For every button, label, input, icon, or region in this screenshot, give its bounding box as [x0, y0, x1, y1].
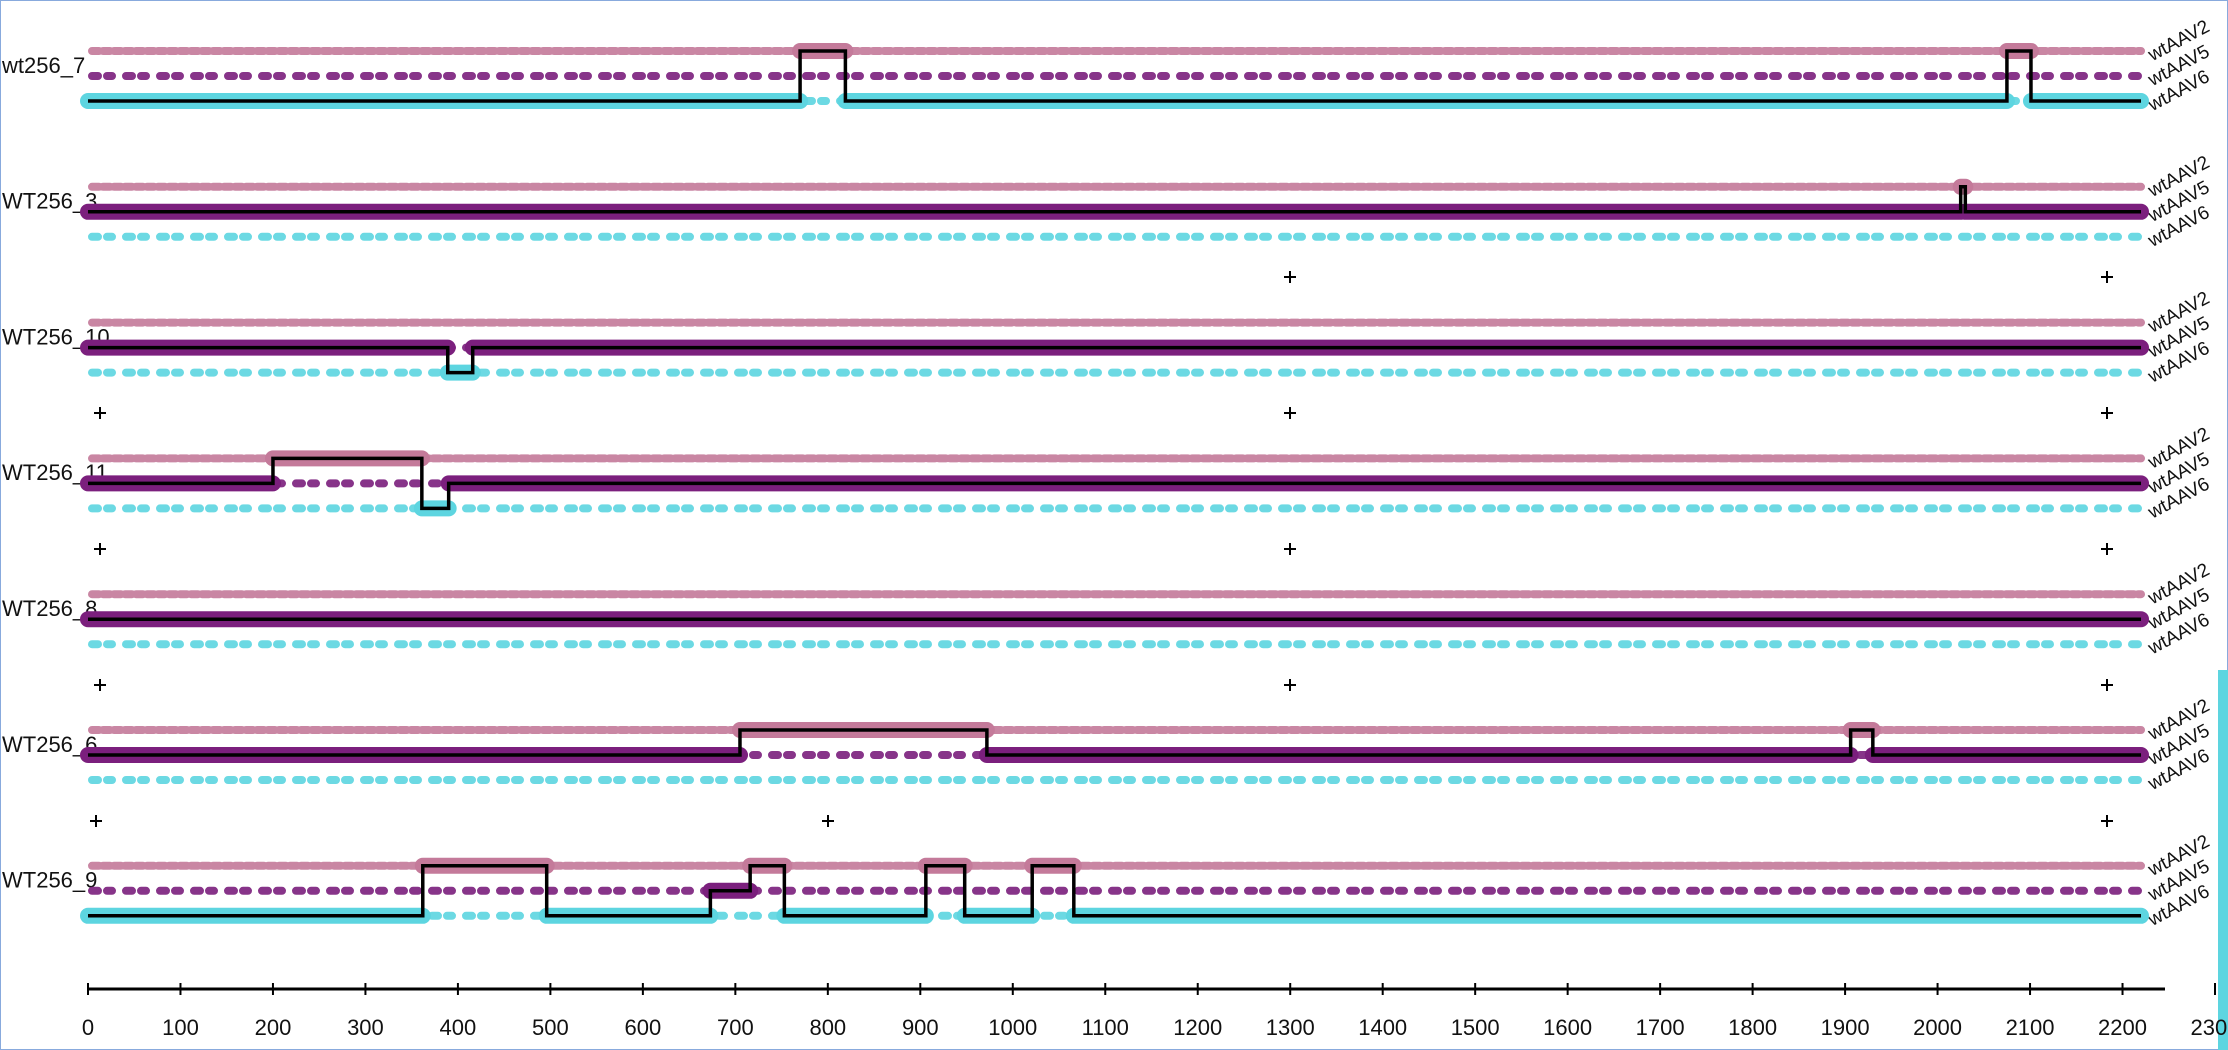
cross	[1284, 407, 1296, 419]
x-tick-label: 1900	[1821, 1015, 1870, 1040]
x-tick-label: 2300	[2191, 1015, 2228, 1040]
x-tick-label: 0	[82, 1015, 94, 1040]
cross	[2101, 271, 2113, 283]
assignment-line	[88, 864, 2142, 918]
cross	[94, 679, 106, 691]
cross	[2101, 407, 2113, 419]
sample-label: wt256_7	[1, 53, 85, 78]
x-tick-label: 800	[809, 1015, 846, 1040]
cross	[1284, 543, 1296, 555]
assignment-line	[88, 185, 2142, 214]
x-tick-label: 1000	[988, 1015, 1037, 1040]
cross	[94, 543, 106, 555]
cross	[822, 815, 834, 827]
x-tick-label: 200	[255, 1015, 292, 1040]
x-tick-label: 100	[162, 1015, 199, 1040]
x-tick-label: 400	[440, 1015, 477, 1040]
x-tick-label: 300	[347, 1015, 384, 1040]
x-tick-label: 2100	[2006, 1015, 2055, 1040]
x-tick-label: 1700	[1636, 1015, 1685, 1040]
scroll-edge	[2218, 670, 2228, 1050]
cross	[94, 407, 106, 419]
x-tick-label: 1800	[1728, 1015, 1777, 1040]
cross	[1284, 679, 1296, 691]
sample-label: WT256_9	[2, 868, 97, 893]
x-tick-label: 1200	[1173, 1015, 1222, 1040]
x-tick-label: 1400	[1358, 1015, 1407, 1040]
cross	[2101, 815, 2113, 827]
x-tick-label: 1500	[1451, 1015, 1500, 1040]
x-tick-label: 1300	[1266, 1015, 1315, 1040]
x-tick-label: 500	[532, 1015, 569, 1040]
x-tick-label: 1100	[1082, 1015, 1129, 1040]
cross	[2101, 679, 2113, 691]
cross	[90, 815, 102, 827]
assignment-line	[88, 49, 2142, 103]
assignment-line	[88, 345, 2142, 375]
assignment-line	[88, 456, 2142, 511]
x-tick-label: 900	[902, 1015, 939, 1040]
x-tick-label: 1600	[1543, 1015, 1592, 1040]
assignment-line	[88, 728, 2142, 757]
cross	[2101, 543, 2113, 555]
x-tick-label: 600	[625, 1015, 662, 1040]
x-tick-label: 700	[717, 1015, 754, 1040]
cross	[1284, 271, 1296, 283]
x-tick-label: 2200	[2098, 1015, 2147, 1040]
x-tick-label: 2000	[1913, 1015, 1962, 1040]
